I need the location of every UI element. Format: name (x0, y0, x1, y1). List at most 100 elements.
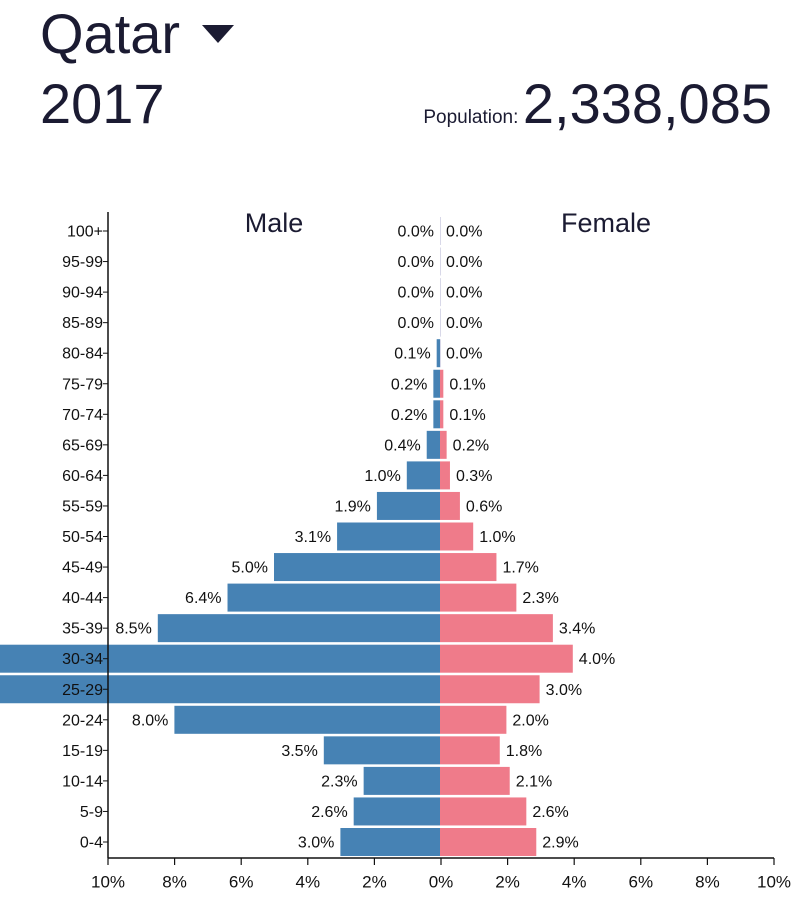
female-bar-0-4 (440, 828, 537, 856)
female-bar-70-74 (440, 400, 444, 429)
female-value-label: 3.4% (559, 621, 595, 638)
female-bar-5-9 (440, 797, 527, 826)
male-bar-35-39 (157, 614, 441, 643)
male-value-label: 0.1% (394, 346, 430, 363)
male-bar-10-14 (363, 766, 440, 795)
x-tick-label: 6% (229, 873, 254, 892)
male-value-label: 0.0% (398, 315, 434, 332)
male-value-label: 5.0% (232, 560, 268, 577)
age-group-label: 25-29 (62, 682, 103, 699)
female-header: Female (561, 208, 651, 238)
x-tick-label: 10% (757, 873, 791, 892)
age-group-label: 95-99 (62, 254, 103, 271)
male-bar-50-54 (337, 522, 440, 551)
age-group-label: 70-74 (62, 407, 103, 424)
age-group-label: 20-24 (62, 712, 103, 729)
x-tick-label: 8% (162, 873, 187, 892)
female-value-label: 2.6% (532, 804, 568, 821)
male-bar-45-49 (274, 553, 440, 582)
x-tick-label: 2% (362, 873, 387, 892)
age-group-label: 35-39 (62, 621, 103, 638)
male-value-label: 3.5% (281, 743, 317, 760)
male-bar-30-34 (0, 644, 440, 673)
age-group-label: 10-14 (62, 773, 103, 790)
female-bar-50-54 (440, 522, 474, 551)
age-group-label: 90-94 (62, 285, 103, 302)
female-value-label: 3.0% (546, 682, 582, 699)
male-value-label: 8.0% (132, 712, 168, 729)
age-group-label: 0-4 (80, 835, 103, 852)
age-group-label: 15-19 (62, 743, 103, 760)
female-value-label: 2.1% (516, 773, 552, 790)
male-bar-75-79 (433, 369, 440, 398)
female-value-label: 0.6% (466, 498, 502, 515)
x-tick-label: 2% (495, 873, 520, 892)
male-value-label: 6.4% (185, 590, 221, 607)
male-bar-70-74 (433, 400, 440, 429)
female-value-label: 4.0% (579, 651, 615, 668)
population-value: 2,338,085 (522, 72, 772, 135)
male-value-label: 0.0% (398, 285, 434, 302)
male-value-label: 0.2% (391, 407, 427, 424)
x-tick-label: 6% (629, 873, 654, 892)
female-bar-60-64 (440, 461, 450, 490)
country-selector[interactable]: Qatar (40, 0, 235, 68)
female-value-label: 0.0% (446, 224, 482, 241)
male-value-label: 2.3% (321, 773, 357, 790)
male-bar-80-84 (436, 339, 440, 368)
population-display: Population: 2,338,085 (423, 72, 772, 136)
female-value-label: 2.0% (512, 712, 548, 729)
female-value-label: 0.2% (453, 437, 489, 454)
female-bar-10-14 (440, 766, 510, 795)
male-value-label: 0.2% (391, 376, 427, 393)
female-bar-55-59 (440, 491, 460, 520)
population-label: Population: (423, 107, 519, 128)
male-value-label: 3.1% (295, 529, 331, 546)
female-bar-40-44 (440, 583, 517, 612)
female-value-label: 0.1% (449, 376, 485, 393)
male-bar-65-69 (426, 430, 440, 459)
age-group-label: 65-69 (62, 437, 103, 454)
female-value-label: 0.1% (449, 407, 485, 424)
female-bar-20-24 (440, 705, 507, 734)
male-value-label: 8.5% (115, 621, 151, 638)
year-label: 2017 (40, 72, 165, 135)
female-bar-65-69 (440, 430, 447, 459)
female-bar-35-39 (440, 614, 553, 643)
country-name: Qatar (40, 2, 181, 65)
female-bar-15-19 (440, 736, 500, 765)
male-bar-20-24 (174, 705, 440, 734)
age-group-label: 40-44 (62, 590, 103, 607)
male-value-label: 1.0% (364, 468, 400, 485)
male-bar-25-29 (0, 675, 440, 704)
male-bar-40-44 (227, 583, 440, 612)
male-bar-55-59 (376, 491, 440, 520)
age-group-label: 5-9 (80, 804, 103, 821)
male-value-label: 0.0% (398, 224, 434, 241)
age-group-label: 60-64 (62, 468, 103, 485)
female-value-label: 2.3% (522, 590, 558, 607)
age-group-label: 80-84 (62, 346, 103, 363)
female-value-label: 0.0% (446, 285, 482, 302)
age-group-label: 75-79 (62, 376, 103, 393)
female-value-label: 1.8% (506, 743, 542, 760)
age-group-label: 50-54 (62, 529, 103, 546)
male-bar-60-64 (406, 461, 440, 490)
male-value-label: 2.6% (311, 804, 347, 821)
female-value-label: 0.3% (456, 468, 492, 485)
caret-down-icon[interactable] (202, 25, 235, 44)
female-bar-25-29 (440, 675, 540, 704)
female-value-label: 0.0% (446, 315, 482, 332)
age-group-label: 30-34 (62, 651, 103, 668)
female-bar-75-79 (440, 369, 444, 398)
male-value-label: 3.0% (298, 835, 334, 852)
female-value-label: 0.0% (446, 254, 482, 271)
x-tick-label: 8% (695, 873, 720, 892)
male-value-label: 1.9% (334, 498, 370, 515)
male-header: Male (245, 208, 304, 238)
x-tick-label: 4% (296, 873, 321, 892)
female-value-label: 1.0% (479, 529, 515, 546)
x-tick-label: 0% (429, 873, 454, 892)
male-value-label: 0.4% (384, 437, 420, 454)
